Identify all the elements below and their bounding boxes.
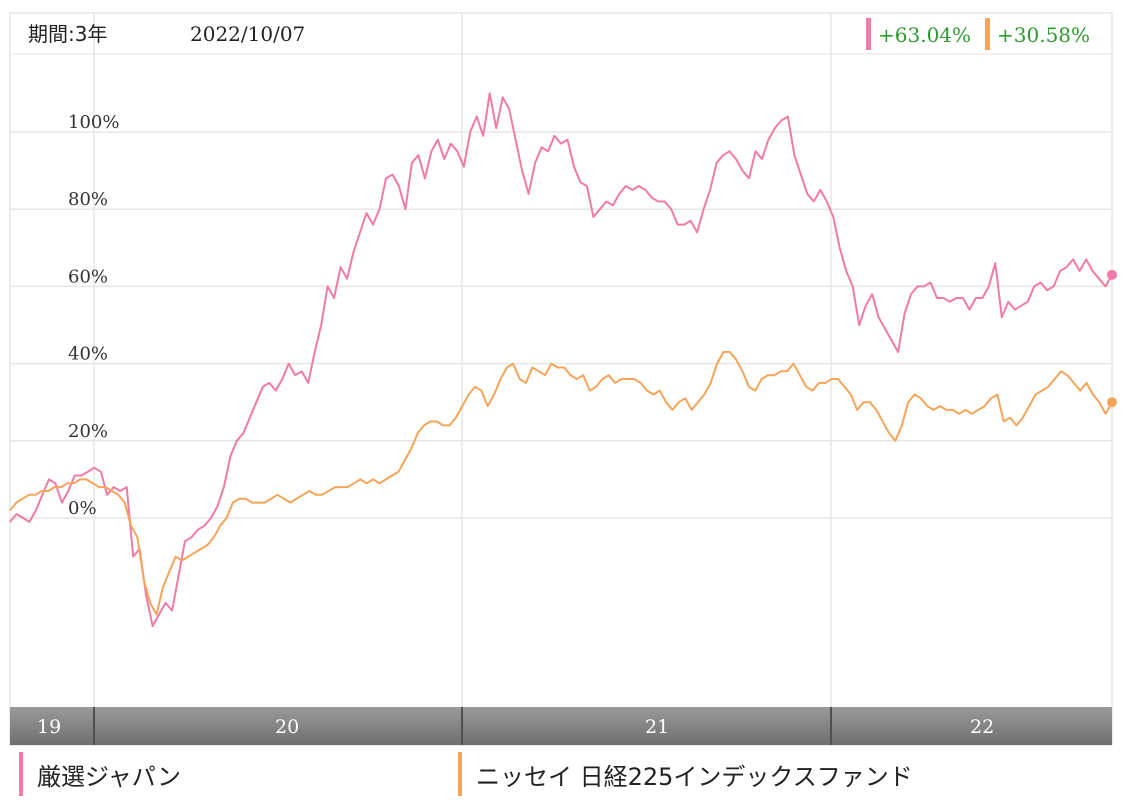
series-line-1 <box>9 92 1113 628</box>
legend-label-series-2: ニッセイ 日経225インデックスファンド <box>476 762 913 791</box>
y-tick-label: 20% <box>68 421 108 442</box>
series-1-return: +63.04% <box>878 23 971 47</box>
x-tick-label: 20 <box>275 716 299 738</box>
period-label: 期間:3年 <box>28 22 107 46</box>
y-tick-label: 40% <box>68 344 108 365</box>
x-tick-label: 19 <box>37 716 61 738</box>
grid-layer <box>10 13 1112 707</box>
series-line-2 <box>9 351 1113 616</box>
legend-swatch-series-2 <box>458 752 462 796</box>
series-end-point-2 <box>1107 397 1117 408</box>
y-tick-label: 0% <box>68 498 97 519</box>
legend-label-series-1: 厳選ジャパン <box>37 762 181 791</box>
series-1-return-marker <box>866 18 871 50</box>
y-tick-label: 80% <box>68 189 108 210</box>
legend-item-series-2: ニッセイ 日経225インデックスファンド <box>458 750 913 798</box>
series-end-point-1 <box>1107 269 1117 280</box>
legend-item-series-1: 厳選ジャパン <box>19 750 181 798</box>
x-tick-label: 22 <box>970 716 994 738</box>
x-tick-labels: 19 20 21 22 <box>37 707 994 745</box>
series-2-return: +30.58% <box>997 23 1090 47</box>
x-tick-label: 21 <box>645 716 669 738</box>
date-label: 2022/10/07 <box>190 22 305 46</box>
legend-swatch-series-1 <box>19 752 23 796</box>
y-tick-label: 60% <box>68 266 108 287</box>
series-2-return-marker <box>985 18 990 50</box>
series-layer <box>9 92 1117 628</box>
y-tick-label: 100% <box>68 112 119 133</box>
plot-frame <box>9 12 1113 746</box>
y-tick-labels: 0% 20% 40% 60% 80% 100% <box>68 112 119 519</box>
timeline-bar <box>10 707 1112 745</box>
